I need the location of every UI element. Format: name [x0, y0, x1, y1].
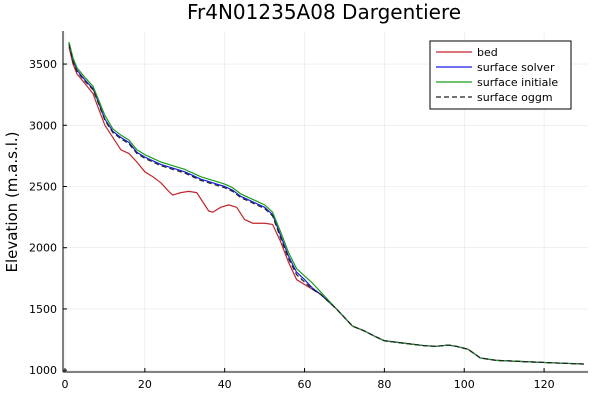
axes: 0 20 40 60 80 100 120 1000 1500 2000 2500 3000 3500	[29, 31, 588, 391]
y-tick-label: 2000	[29, 242, 57, 255]
x-tick-label: 40	[218, 378, 232, 391]
y-tick-label: 3500	[29, 58, 57, 71]
y-axis-label: Elevation (m.a.s.l.)	[3, 131, 21, 272]
legend: bed surface solver surface initiale surface…	[429, 40, 572, 110]
legend-label-surface-oggm: surface oggm	[477, 91, 553, 104]
legend-label-bed: bed	[477, 46, 498, 59]
y-tick-label: 3000	[29, 119, 57, 132]
x-tick-label: 60	[298, 378, 312, 391]
y-tick-label: 1500	[29, 303, 57, 316]
x-tick-label: 20	[138, 378, 152, 391]
x-tick-label: 120	[534, 378, 555, 391]
y-tick-label: 1000	[29, 364, 57, 377]
series-line-surface-initiale	[68, 41, 585, 365]
chart-title: Fr4N01235A08 Dargentiere	[187, 0, 461, 24]
series-group	[68, 41, 585, 365]
y-tick-label: 2500	[29, 181, 57, 194]
x-tick-label: 80	[377, 378, 391, 391]
x-tick-label: 100	[454, 378, 475, 391]
x-tick-label: 0	[61, 378, 68, 391]
legend-label-surface-solver: surface solver	[477, 61, 555, 74]
legend-label-surface-initiale: surface initiale	[477, 76, 558, 89]
series-line-surface-oggm	[68, 44, 585, 365]
